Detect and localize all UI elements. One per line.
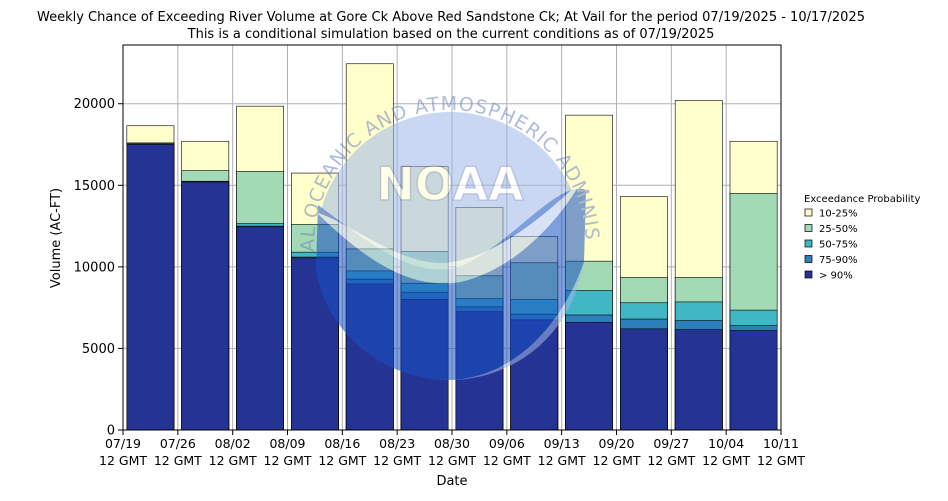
x-tick-time: 12 GMT [154,453,202,468]
noaa-logo-wave [316,188,586,380]
x-tick-time: 12 GMT [209,453,257,468]
x-tick-time: 12 GMT [593,453,641,468]
chart-title: Weekly Chance of Exceeding River Volume … [37,10,865,25]
legend-entry-label: 25-50% [819,224,858,235]
x-tick-date: 08/09 [269,436,305,451]
x-tick-time: 12 GMT [702,453,750,468]
y-tick-label: 10000 [74,260,115,275]
x-axis-label: Date [436,474,467,489]
x-tick-time: 12 GMT [264,453,312,468]
legend-title: Exceedance Probability [804,194,920,205]
bar-90-week-1 [126,144,175,431]
legend: Exceedance Probability 10-25% 25-50% 50-75… [804,194,920,282]
bar-90-week-11 [674,329,723,431]
bar-90-week-12 [729,330,778,431]
x-tick-time: 12 GMT [428,453,476,468]
x-tick-time: 12 GMT [757,453,805,468]
legend-swatch [804,224,813,232]
chart-subtitle: This is a conditional simulation based o… [187,27,715,42]
legend-swatch [804,255,813,263]
x-tick-time: 12 GMT [483,453,531,468]
bar-90-week-3 [236,226,284,431]
x-tick-time: 12 GMT [647,453,695,468]
noaa-logo-text: NOAA [376,157,524,211]
x-tick-time: 12 GMT [99,453,147,468]
x-tick-date: 08/30 [434,436,470,451]
bar-90-week-2 [181,181,230,431]
x-tick-time: 12 GMT [373,453,421,468]
x-tick-date: 08/23 [379,436,415,451]
y-tick-label: 0 [107,424,115,439]
legend-entry-label: 50-75% [819,240,858,251]
legend-swatch [804,270,813,279]
noaa-logo-gull-wing [316,180,582,284]
x-tick-date: 09/06 [489,436,525,451]
legend-entry-label: > 90% [819,271,853,282]
legend-swatch [804,239,813,248]
bar-90-week-9 [565,322,613,431]
x-tick-date: 09/27 [653,436,689,451]
x-tick-time: 12 GMT [318,453,366,468]
x-tick-time: 12 GMT [538,453,586,468]
x-tick-date: 07/26 [160,436,196,451]
y-tick-label: 15000 [74,179,115,194]
axes: 0 5000 10000 15000 20000 07/19 12 GMT 07/26 12 G… [74,97,806,468]
y-tick-label: 5000 [82,342,115,357]
legend-entry-label: 10-25% [819,209,858,220]
x-tick-date: 08/02 [215,436,251,451]
x-tick-date: 07/19 [105,436,141,451]
legend-entry-label: 75-90% [819,255,858,266]
x-tick-date: 09/13 [544,436,580,451]
bar-90-week-10 [620,328,668,431]
x-tick-date: 09/20 [598,436,634,451]
x-tick-date: 10/04 [708,436,744,451]
y-axis-label: Volume (AC-FT) [49,188,64,288]
legend-swatch [804,208,813,217]
x-tick-date: 10/11 [763,436,799,451]
y-tick-label: 20000 [74,97,115,112]
x-tick-date: 08/16 [324,436,360,451]
